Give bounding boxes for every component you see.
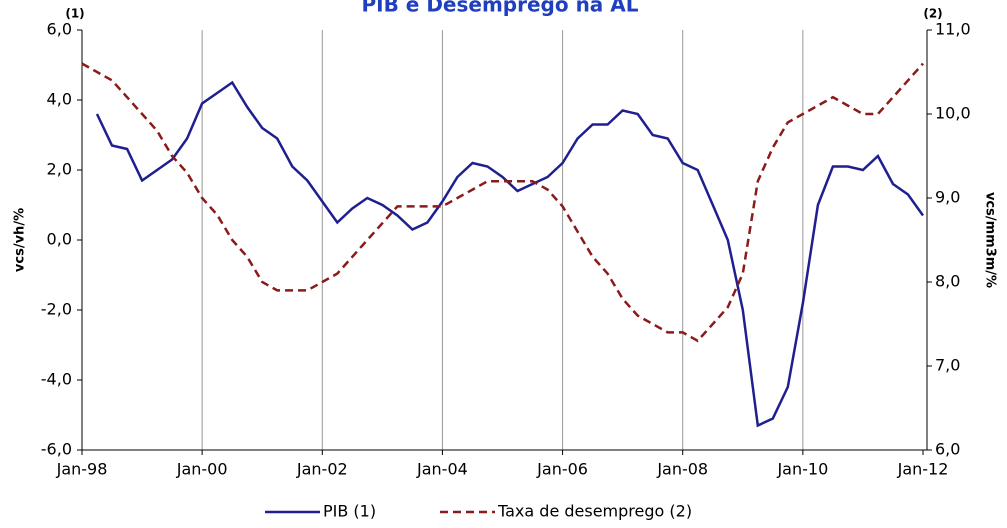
series-line [95, 80, 925, 428]
y-tick-label: -6,0 [41, 440, 72, 459]
chart-title: PIB e Desemprego na AL [362, 0, 639, 17]
series-line [81, 62, 924, 343]
y-axis-note: (1) [65, 7, 84, 21]
x-tick-label: Jan-98 [56, 460, 108, 479]
y2-tick-label: 9,0 [935, 188, 960, 207]
y-axis-label: vcs/vh/% [13, 208, 28, 272]
y-tick-label: -4,0 [41, 370, 72, 389]
x-tick-label: Jan-08 [656, 460, 708, 479]
y-tick-label: 0,0 [47, 230, 72, 249]
y2-tick-label: 7,0 [935, 356, 960, 375]
x-tick-label: Jan-04 [416, 460, 468, 479]
x-tick-label: Jan-12 [897, 460, 949, 479]
y-tick-label: -2,0 [41, 300, 72, 319]
y2-axis-note: (2) [923, 7, 942, 21]
x-tick-label: Jan-10 [776, 460, 828, 479]
y-tick-label: 6,0 [47, 20, 72, 39]
y2-tick-label: 8,0 [935, 272, 960, 291]
y-tick-label: 2,0 [47, 160, 72, 179]
legend-label: PIB (1) [323, 502, 376, 521]
legend-label: Taxa de desemprego (2) [497, 502, 692, 521]
y2-tick-label: 6,0 [935, 440, 960, 459]
x-tick-label: Jan-00 [176, 460, 228, 479]
y2-tick-label: 11,0 [935, 20, 971, 39]
x-tick-label: Jan-06 [536, 460, 588, 479]
x-tick-label: Jan-02 [296, 460, 348, 479]
y2-axis-label: vcs/mm3m/% [983, 192, 998, 288]
y2-tick-label: 10,0 [935, 104, 971, 123]
y-tick-label: 4,0 [47, 90, 72, 109]
